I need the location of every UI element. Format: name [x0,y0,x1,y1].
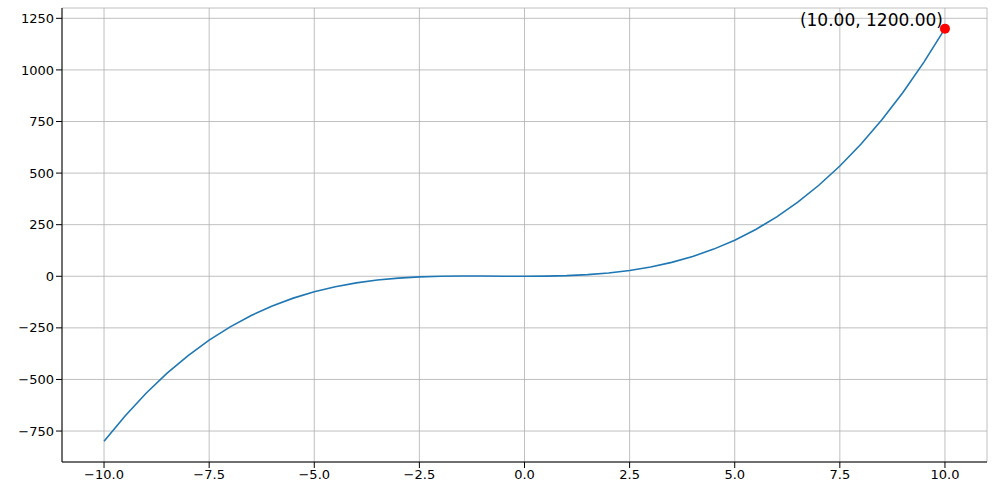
svg-text:−7.5: −7.5 [193,467,225,482]
svg-text:−10.0: −10.0 [84,467,124,482]
svg-text:−750: −750 [18,424,54,439]
svg-text:1250: 1250 [21,11,54,26]
svg-text:1000: 1000 [21,63,54,78]
svg-text:5.0: 5.0 [724,467,745,482]
svg-text:7.5: 7.5 [829,467,850,482]
svg-text:−500: −500 [18,372,54,387]
svg-text:0.0: 0.0 [514,467,535,482]
svg-text:0: 0 [46,269,54,284]
svg-text:10.0: 10.0 [930,467,959,482]
svg-text:(10.00, 1200.00): (10.00, 1200.00) [800,10,943,30]
svg-text:500: 500 [29,166,54,181]
svg-text:750: 750 [29,114,54,129]
svg-text:−2.5: −2.5 [404,467,436,482]
svg-text:−250: −250 [18,320,54,335]
svg-text:−5.0: −5.0 [298,467,330,482]
svg-text:2.5: 2.5 [619,467,640,482]
svg-text:250: 250 [29,217,54,232]
